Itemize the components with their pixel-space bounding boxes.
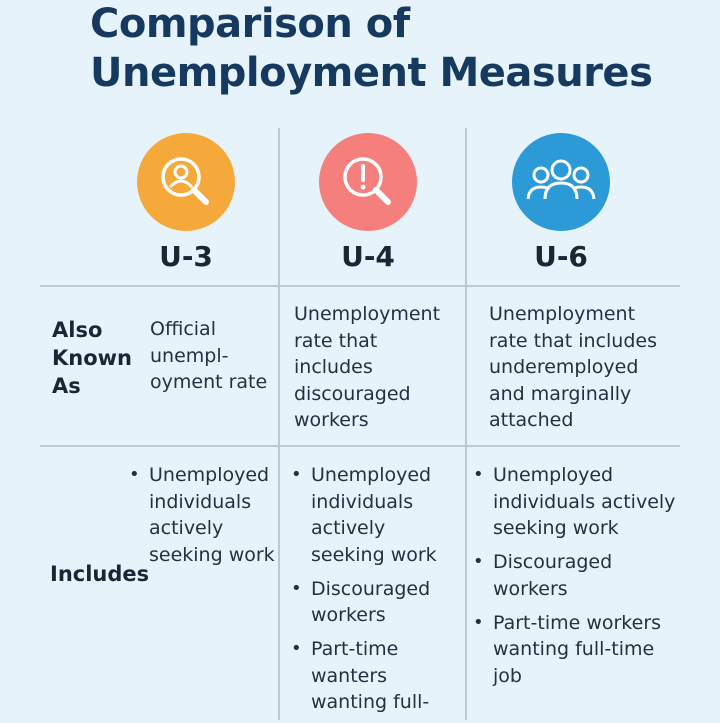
u4-also-known-as: Unemployment rate that includes discoura… [294, 301, 440, 434]
list-item: Unemployed individuals actively seeking … [291, 462, 463, 568]
cell-line: discouraged [294, 382, 411, 405]
cell-line: attached [489, 409, 574, 431]
row-divider-header [40, 285, 680, 287]
column-header-u6: U-6 [534, 240, 588, 273]
row-label-text: Also Known As [52, 318, 133, 398]
row-divider-aka [40, 445, 680, 447]
u3-icon-circle [137, 133, 235, 231]
cell-line: oyment rate [150, 371, 268, 393]
u6-also-known-as: Unemployment rate that includes underemp… [489, 301, 657, 434]
list-item: Discouraged workers [473, 549, 688, 602]
cell-line: workers [294, 409, 369, 431]
list-item: Part-time workers wanting full-time job [473, 610, 688, 690]
page-title: Comparison of Unemployment Measures [90, 0, 653, 98]
u4-icon-circle [319, 133, 417, 231]
list-item: Unemployed individuals actively seeking … [129, 462, 277, 568]
list-item: Discouraged workers [291, 576, 463, 629]
cell-line: and marginally [489, 382, 632, 405]
cell-line: underemployed [489, 356, 639, 378]
list-item: Part-time wanters wanting full- [291, 636, 463, 716]
magnifier-person-icon [161, 157, 209, 205]
magnifier-alert-icon [343, 157, 391, 205]
u3-also-known-as: Official unempl- oyment rate [150, 316, 267, 396]
group-people-icon [526, 159, 596, 200]
column-divider-1 [278, 128, 280, 720]
column-header-u3: U-3 [159, 240, 213, 273]
column-header-u4: U-4 [341, 240, 395, 273]
u4-includes-list: Unemployed individuals actively seeking … [291, 462, 463, 723]
u6-includes-list: Unemployed individuals actively seeking … [473, 462, 688, 697]
cell-line: unempl- [150, 344, 229, 367]
u6-icon-circle [512, 133, 610, 231]
cell-line: Unemployment [489, 303, 636, 325]
cell-line: Unemployment [294, 303, 441, 325]
column-divider-2 [465, 128, 467, 720]
title-line-1: Comparison of [90, 1, 410, 47]
u3-includes-list: Unemployed individuals actively seeking … [129, 462, 277, 576]
cell-line: includes [294, 356, 373, 378]
cell-line: rate that [294, 329, 378, 352]
list-item: Unemployed individuals actively seeking … [473, 462, 688, 542]
title-line-2: Unemployment Measures [90, 50, 653, 96]
row-label-also-known-as: Also Known As [52, 316, 142, 400]
cell-line: rate that includes [489, 329, 657, 352]
cell-line: Official [150, 318, 216, 340]
